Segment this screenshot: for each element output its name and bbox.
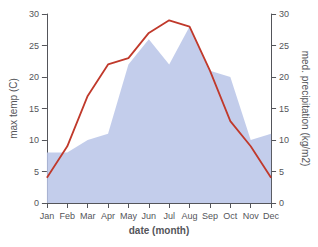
svg-text:30: 30 <box>29 9 39 19</box>
svg-text:Aug: Aug <box>182 211 198 221</box>
svg-text:10: 10 <box>279 135 289 145</box>
svg-text:5: 5 <box>34 167 39 177</box>
svg-text:Mar: Mar <box>80 211 96 221</box>
svg-text:Apr: Apr <box>101 211 115 221</box>
svg-text:Dec: Dec <box>263 211 280 221</box>
svg-text:20: 20 <box>279 72 289 82</box>
svg-text:Nov: Nov <box>243 211 260 221</box>
svg-text:May: May <box>120 211 138 221</box>
svg-text:30: 30 <box>279 9 289 19</box>
svg-text:0: 0 <box>279 198 284 208</box>
svg-text:max temp (C): max temp (C) <box>8 78 19 139</box>
svg-text:Jun: Jun <box>142 211 157 221</box>
svg-text:Feb: Feb <box>60 211 76 221</box>
svg-text:5: 5 <box>279 167 284 177</box>
svg-text:Jul: Jul <box>163 211 175 221</box>
svg-text:15: 15 <box>29 104 39 114</box>
svg-text:15: 15 <box>279 104 289 114</box>
svg-text:date (month): date (month) <box>129 225 190 236</box>
svg-text:Sep: Sep <box>202 211 218 221</box>
svg-text:0: 0 <box>34 198 39 208</box>
svg-text:Oct: Oct <box>223 211 238 221</box>
svg-text:Jan: Jan <box>40 211 55 221</box>
svg-text:25: 25 <box>279 41 289 51</box>
svg-text:10: 10 <box>29 135 39 145</box>
svg-text:med. precipitation (kg/m2): med. precipitation (kg/m2) <box>300 51 311 167</box>
svg-text:20: 20 <box>29 72 39 82</box>
svg-text:25: 25 <box>29 41 39 51</box>
